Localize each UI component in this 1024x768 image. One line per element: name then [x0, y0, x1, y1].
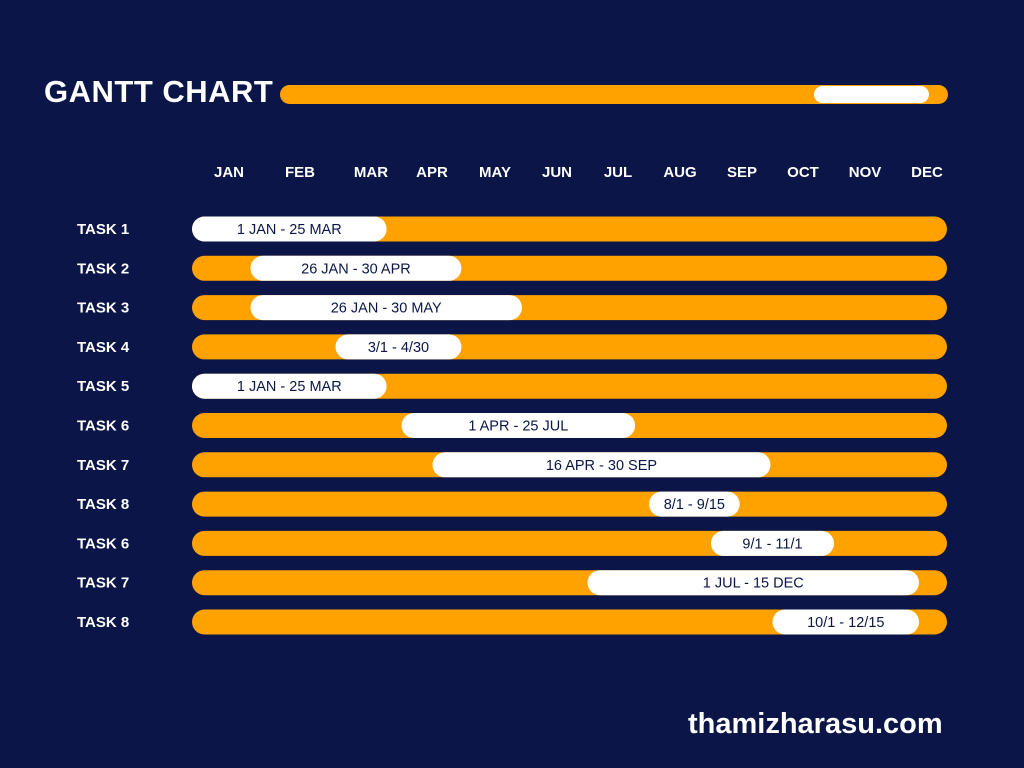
task-bar-label: 26 JAN - 30 APR — [301, 261, 411, 277]
task-bar — [401, 413, 636, 438]
month-label-nov: NOV — [849, 164, 882, 181]
task-label: TASK 4 — [77, 339, 130, 356]
month-label-may: MAY — [479, 164, 511, 181]
task-bar-label: 1 APR - 25 JUL — [468, 419, 568, 435]
task-track — [192, 334, 947, 360]
brand-watermark: thamizharasu.com — [688, 708, 943, 740]
task-bar — [711, 530, 834, 556]
task-bar-label: 9/1 - 11/1 — [742, 536, 802, 552]
task-label: TASK 6 — [77, 535, 129, 552]
task-bar-label: 8/1 - 9/15 — [664, 497, 725, 513]
task-bar — [250, 255, 462, 281]
task-bar — [587, 570, 920, 596]
task-bar — [649, 491, 740, 517]
month-label-sep: SEP — [727, 164, 757, 181]
task-bar-label: 26 JAN - 30 MAY — [331, 301, 442, 317]
task-bar — [432, 452, 771, 478]
task-bar — [192, 216, 387, 242]
task-bar-label: 1 JUL - 15 DEC — [703, 576, 804, 592]
task-label: TASK 8 — [77, 496, 129, 513]
task-track — [192, 609, 947, 635]
task-track — [192, 491, 947, 517]
month-label-jan: JAN — [214, 164, 244, 181]
page-title: GANTT CHART — [44, 74, 274, 109]
title-decoration-pill — [814, 86, 929, 103]
task-bar — [192, 373, 387, 399]
task-label: TASK 8 — [77, 614, 129, 631]
task-bar — [772, 609, 920, 635]
task-bar — [335, 334, 462, 360]
title-decoration-track — [280, 85, 948, 104]
month-label-feb: FEB — [285, 164, 315, 181]
month-label-aug: AUG — [663, 164, 696, 181]
task-bar-label: 1 JAN - 25 MAR — [237, 379, 342, 395]
task-bar-label: 1 JAN - 25 MAR — [237, 222, 342, 238]
task-bar-label: 16 APR - 30 SEP — [546, 458, 657, 474]
month-label-jun: JUN — [542, 164, 572, 181]
month-label-apr: APR — [416, 164, 448, 181]
task-label: TASK 7 — [77, 575, 129, 592]
task-label: TASK 6 — [77, 418, 129, 435]
task-bar-label: 10/1 - 12/15 — [807, 615, 884, 631]
task-bar — [250, 295, 522, 321]
month-label-dec: DEC — [911, 164, 943, 181]
task-label: TASK 5 — [77, 378, 129, 395]
month-label-mar: MAR — [354, 164, 388, 181]
task-label: TASK 1 — [77, 221, 129, 238]
task-bar-label: 3/1 - 4/30 — [368, 340, 429, 356]
task-label: TASK 7 — [77, 457, 129, 474]
month-label-oct: OCT — [787, 164, 819, 181]
month-label-jul: JUL — [604, 164, 632, 181]
task-label: TASK 3 — [77, 300, 129, 317]
task-label: TASK 2 — [77, 260, 129, 277]
